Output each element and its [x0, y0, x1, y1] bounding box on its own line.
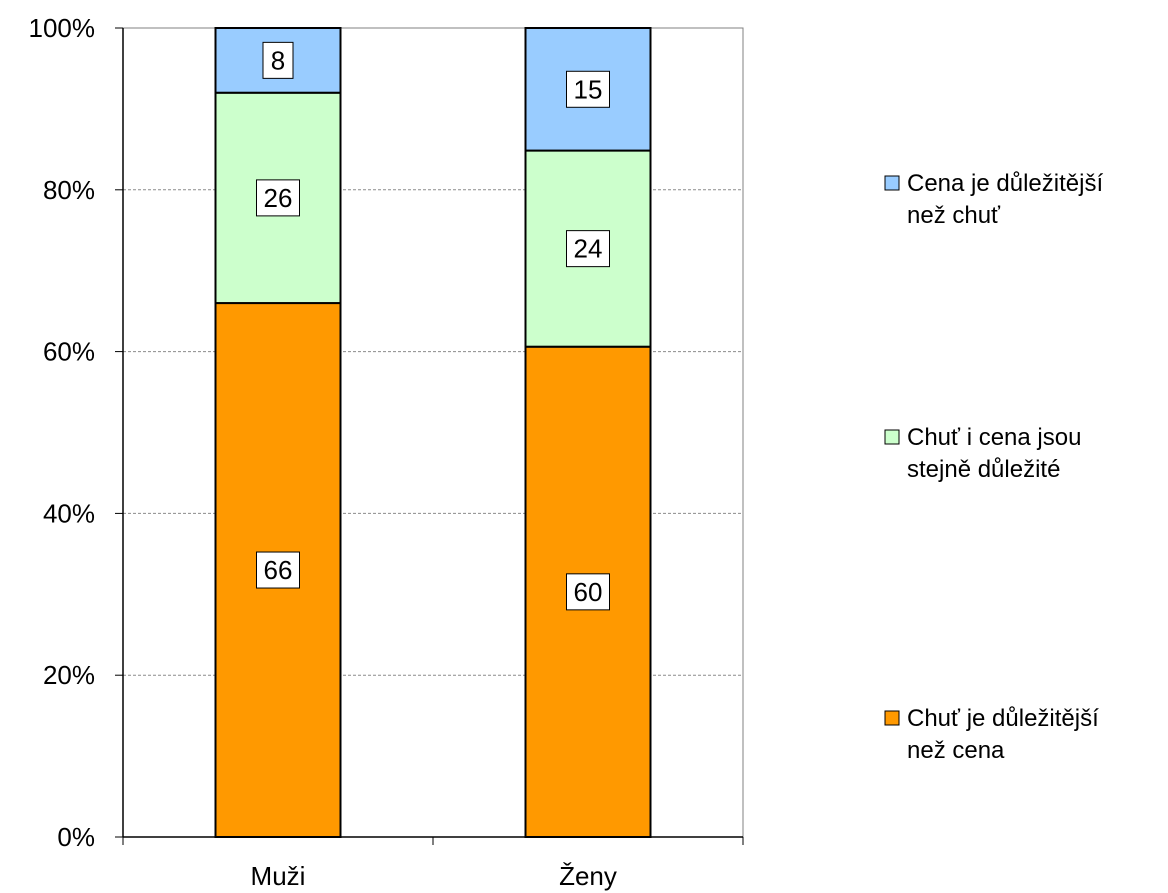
data-label: 8	[271, 45, 285, 75]
x-tick-label: Ženy	[559, 861, 617, 891]
y-tick-label: 40%	[43, 498, 95, 528]
data-label-box	[566, 573, 610, 611]
legend-swatch	[884, 429, 900, 445]
legend-label: než cena	[907, 737, 1005, 764]
legend-label: Cena je důležitější	[907, 170, 1103, 197]
y-tick-label: 20%	[43, 660, 95, 690]
legend-label: než chuť	[907, 202, 1001, 229]
y-tick-label: 0%	[57, 822, 95, 852]
legend-label: Chuť je důležitější	[907, 705, 1099, 732]
data-label: 26	[264, 183, 293, 213]
legend-swatch	[884, 710, 900, 726]
data-label-box	[566, 70, 610, 108]
data-label: 24	[574, 234, 603, 264]
x-tick-label: Muži	[251, 861, 306, 891]
y-tick-label: 80%	[43, 175, 95, 205]
data-label-box	[262, 41, 294, 79]
data-label: 60	[574, 577, 603, 607]
y-axis-ticks: 0% 20% 40% 60% 80% 100%	[29, 13, 123, 852]
legend-swatch	[884, 175, 900, 191]
legend-label: stejně důležité	[907, 456, 1060, 483]
data-label-box	[256, 179, 300, 217]
legend-label: Chuť i cena jsou	[907, 424, 1081, 451]
data-label-box	[256, 551, 300, 589]
data-label: 66	[264, 555, 293, 585]
data-labels: 66 26 8 60 24 15	[256, 41, 610, 611]
data-label-box	[566, 230, 610, 268]
x-axis-ticks: Muži Ženy	[122, 837, 744, 891]
legend: Cena je důležitější než chuť Chuť i cena j…	[884, 170, 1103, 764]
data-label: 15	[574, 74, 603, 104]
y-tick-label: 60%	[43, 337, 95, 367]
y-tick-label: 100%	[29, 13, 96, 43]
